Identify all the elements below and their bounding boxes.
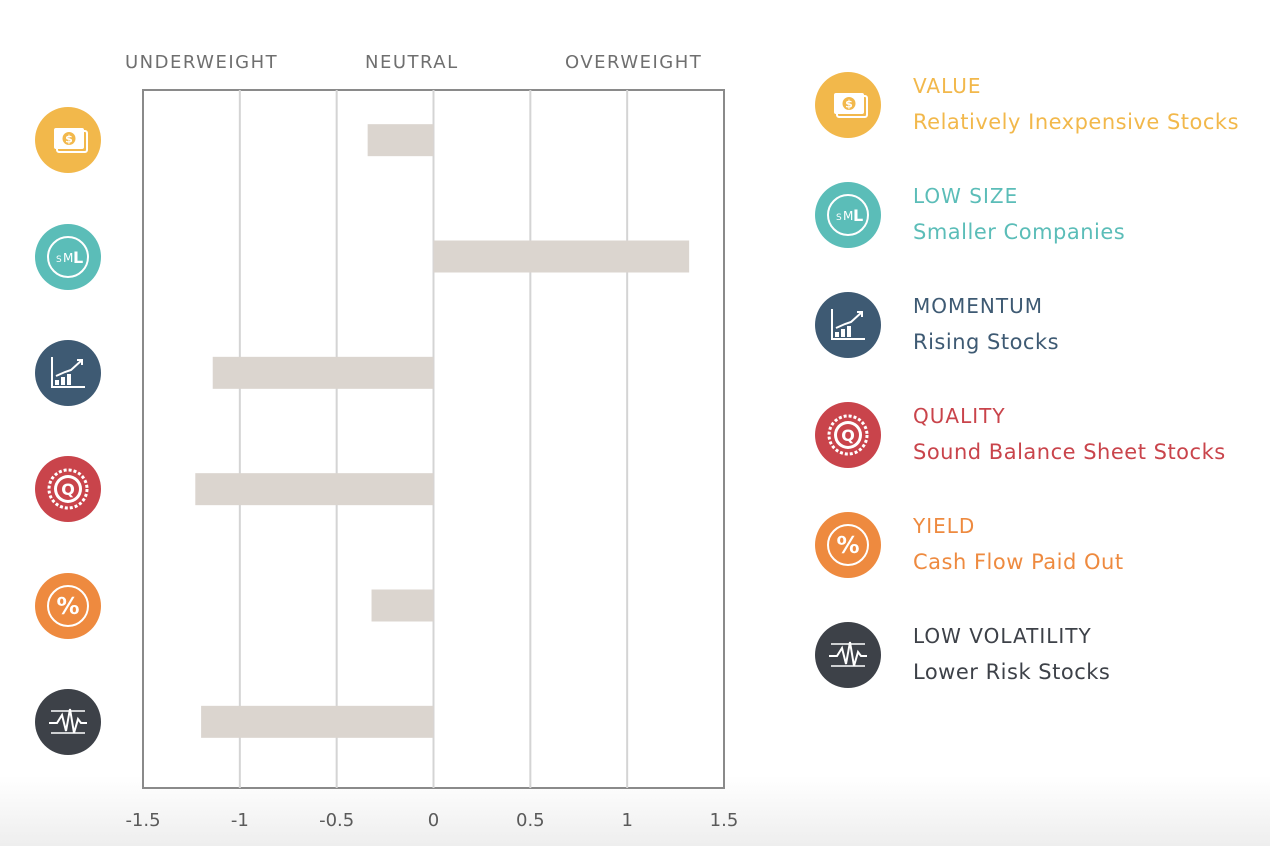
svg-text:M: M <box>843 209 853 223</box>
svg-text:%: % <box>836 533 859 559</box>
svg-text:M: M <box>63 251 73 265</box>
percent-icon: % <box>815 512 881 578</box>
legend-description: Relatively Inexpensive Stocks <box>913 110 1240 134</box>
bar-momentum <box>212 356 434 389</box>
legend-title: YIELD <box>913 514 976 538</box>
x-tick-label: 1.5 <box>710 810 739 831</box>
quality-seal-icon: Q <box>815 402 881 468</box>
bar-quality <box>195 473 434 506</box>
x-tick-label: 0 <box>428 810 439 831</box>
rising-chart-icon <box>35 339 101 406</box>
legend-description: Lower Risk Stocks <box>913 660 1111 684</box>
svg-text:Q: Q <box>61 480 75 499</box>
percent-icon: % <box>35 572 101 639</box>
volatility-wave-icon <box>35 688 101 755</box>
underweight-label: UNDERWEIGHT <box>125 52 279 73</box>
x-tick-label: 1 <box>621 810 632 831</box>
neutral-label: NEUTRAL <box>365 52 459 73</box>
x-tick-label: -1.5 <box>125 810 160 831</box>
bars <box>195 124 690 738</box>
x-tick-label: 0.5 <box>516 810 545 831</box>
bar-value <box>367 124 434 157</box>
svg-text:L: L <box>853 206 863 225</box>
legend-description: Rising Stocks <box>913 330 1060 354</box>
factor-bar-chart: -1.5 -1 -0.5 0 0.5 1 1.5 <box>125 89 738 831</box>
svg-text:%: % <box>56 594 79 620</box>
x-axis-ticks: -1.5 -1 -0.5 0 0.5 1 1.5 <box>125 810 738 831</box>
legend-description: Cash Flow Paid Out <box>913 550 1124 574</box>
legend-title: QUALITY <box>913 404 1006 428</box>
x-tick-label: -1 <box>231 810 249 831</box>
volatility-wave-icon <box>815 622 881 688</box>
bar-low-volatility <box>201 705 434 738</box>
legend-title: MOMENTUM <box>913 294 1043 318</box>
legend-title: LOW SIZE <box>913 184 1019 208</box>
gridlines <box>238 90 629 788</box>
quality-seal-icon: Q <box>35 456 101 523</box>
svg-text:L: L <box>73 248 83 267</box>
dollar-bill-icon: $ <box>35 107 101 174</box>
legend-title: LOW VOLATILITY <box>913 624 1092 648</box>
dollar-bill-icon: $ <box>815 72 881 138</box>
bar-yield <box>371 589 434 622</box>
svg-text:$: $ <box>65 133 73 146</box>
svg-text:S: S <box>56 255 62 265</box>
svg-text:$: $ <box>845 98 853 111</box>
svg-text:S: S <box>836 213 842 223</box>
rising-chart-icon <box>815 292 881 358</box>
legend-description: Smaller Companies <box>913 220 1126 244</box>
bar-low-size <box>433 240 690 273</box>
svg-text:Q: Q <box>841 426 855 445</box>
overweight-label: OVERWEIGHT <box>565 52 703 73</box>
legend-title: VALUE <box>913 74 982 98</box>
legend-description: Sound Balance Sheet Stocks <box>913 440 1226 464</box>
x-tick-label: -0.5 <box>319 810 354 831</box>
